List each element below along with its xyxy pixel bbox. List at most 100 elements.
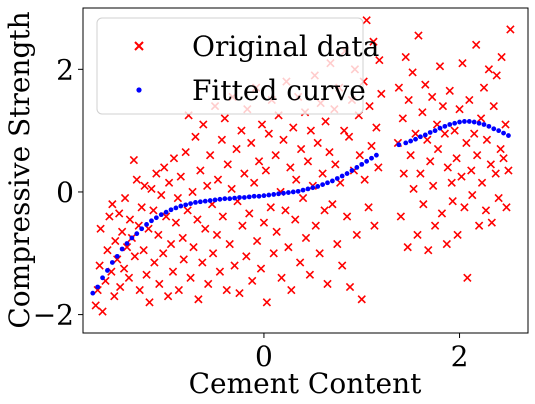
original-data-point: [311, 221, 320, 230]
fitted-curve-point: [486, 123, 492, 129]
original-data-point: [325, 147, 334, 157]
original-data-point: [254, 157, 264, 166]
fitted-curve-point: [217, 196, 223, 202]
fitted-curve-point: [266, 192, 272, 198]
original-data-point: [292, 175, 301, 184]
original-data-point: [440, 129, 450, 138]
original-data-point: [176, 172, 185, 181]
original-data-point: [496, 144, 505, 154]
original-data-point: [249, 178, 259, 187]
legend-label-fitted: Fitted curve: [192, 74, 366, 107]
fitted-curve-point: [105, 268, 110, 273]
original-data-point: [450, 126, 459, 135]
fitted-curve-point: [427, 130, 433, 135]
original-data-point: [398, 114, 407, 123]
original-data-point: [115, 209, 124, 218]
original-data-point: [427, 92, 437, 102]
original-data-point: [342, 212, 352, 221]
fitted-curve-point: [139, 226, 145, 232]
original-data-point: [468, 190, 477, 200]
original-data-point: [266, 203, 275, 212]
fitted-curve-point: [144, 222, 149, 227]
original-data-point: [174, 285, 184, 295]
fitted-curve-point: [339, 173, 345, 179]
fitted-curve-point: [315, 184, 321, 189]
original-data-point: [375, 55, 384, 65]
original-data-point: [238, 221, 247, 230]
fitted-curve-point: [251, 193, 257, 199]
original-data-point: [394, 83, 404, 92]
original-data-point: [220, 114, 229, 123]
original-data-point: [421, 80, 430, 89]
original-data-point: [369, 37, 378, 46]
original-data-point: [113, 255, 122, 264]
original-data-point: [492, 71, 501, 80]
original-data-point: [484, 65, 494, 74]
original-data-point: [305, 270, 315, 279]
original-data-point: [487, 218, 496, 227]
fitted-curve-point: [359, 161, 365, 167]
original-data-point: [259, 218, 269, 227]
fitted-curve-point: [95, 284, 101, 290]
original-data-point: [377, 89, 386, 99]
fitted-curve-point: [290, 189, 296, 195]
original-data-point: [204, 279, 213, 289]
original-data-point: [240, 169, 249, 178]
fitted-curve-point: [413, 136, 418, 142]
original-data-point: [365, 101, 374, 111]
fitted-curve-point: [354, 165, 360, 170]
fitted-curve-point: [100, 275, 105, 281]
original-data-point: [93, 285, 102, 295]
fitted-curve-point: [496, 128, 502, 134]
original-data-point: [362, 16, 371, 25]
original-data-point: [435, 62, 445, 71]
fitted-curve-point: [276, 191, 282, 197]
original-data-point: [489, 101, 498, 111]
original-data-point: [212, 230, 222, 240]
original-data-point: [225, 239, 234, 249]
original-data-point: [463, 273, 472, 282]
original-data-point: [367, 141, 376, 151]
original-data-point: [414, 31, 423, 40]
fitted-curve-point: [237, 195, 242, 200]
original-data-point: [470, 129, 479, 138]
original-data-point: [313, 138, 322, 148]
original-data-point: [499, 154, 508, 163]
legend-box: [96, 17, 364, 115]
original-data-point: [301, 233, 311, 243]
plot-area-frame: [82, 7, 529, 334]
original-data-point: [303, 157, 313, 166]
fitted-curve-point: [325, 180, 330, 186]
fitted-curve-point: [396, 142, 402, 148]
original-data-point: [135, 285, 144, 295]
x-tick-label: 2: [451, 340, 469, 373]
original-data-point: [443, 163, 452, 172]
original-data-point: [296, 144, 306, 154]
fitted-curve-point: [173, 205, 179, 211]
original-data-point: [406, 151, 415, 160]
original-data-point: [150, 258, 159, 267]
original-data-point: [494, 193, 503, 203]
original-data-point: [323, 279, 332, 289]
original-data-point: [298, 193, 308, 203]
original-data-point: [333, 239, 342, 249]
original-data-point: [232, 144, 241, 154]
fitted-curve-point: [163, 209, 169, 215]
original-data-point: [321, 117, 330, 126]
original-data-point: [120, 193, 130, 203]
fitted-curve-point: [408, 138, 414, 144]
original-data-point: [352, 230, 362, 240]
original-data-point: [404, 95, 413, 105]
original-data-point: [198, 258, 207, 267]
fitted-curve-point: [281, 190, 286, 196]
fitted-curve-point: [437, 125, 443, 131]
original-data-point: [208, 249, 218, 258]
legend-marker-original: [134, 41, 144, 51]
original-data-point: [418, 108, 427, 117]
original-data-point: [277, 273, 286, 282]
original-data-point: [193, 215, 202, 224]
y-tick-label: 2: [56, 53, 74, 86]
fitted-curve-point: [241, 195, 247, 200]
